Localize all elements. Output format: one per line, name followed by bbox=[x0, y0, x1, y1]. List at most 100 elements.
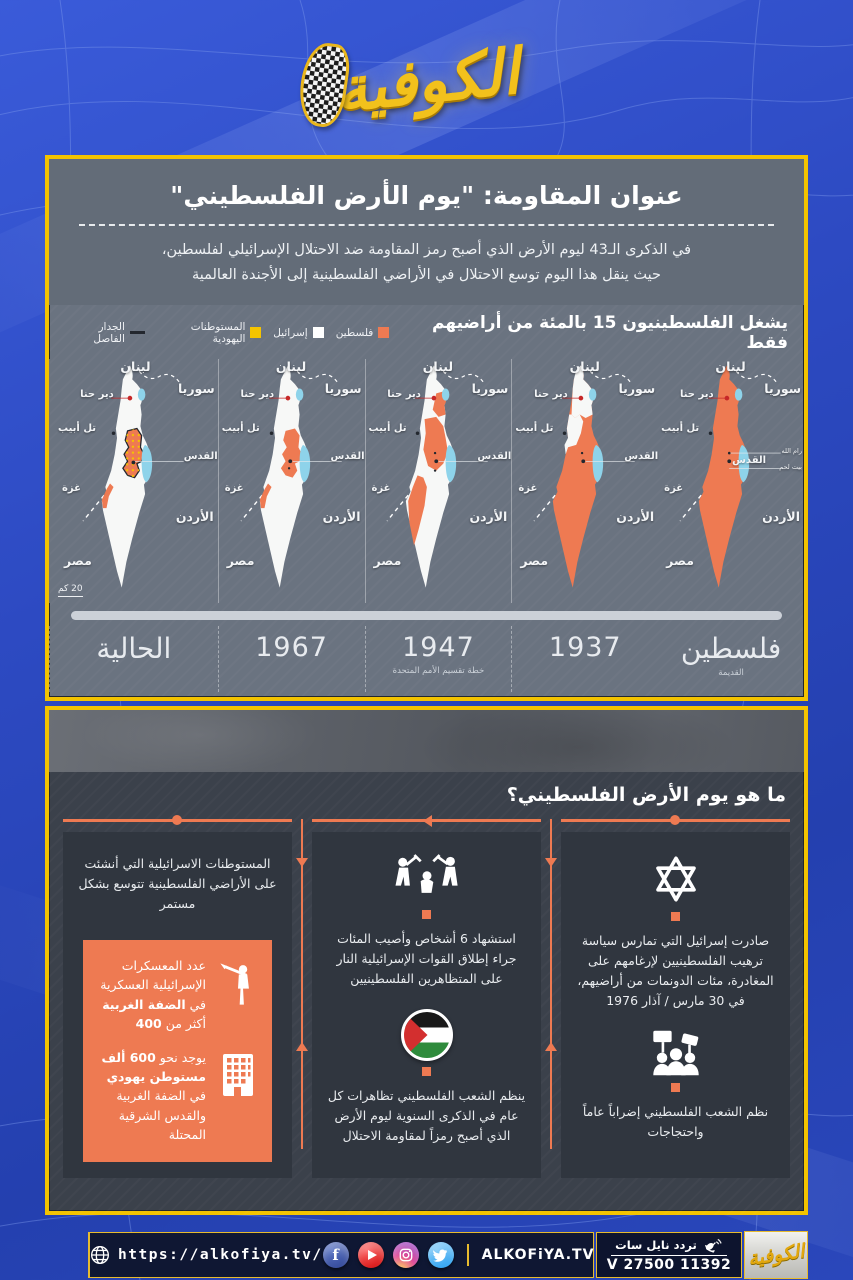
maps-panel: عنوان المقاومة: "يوم الأرض الفلسطيني" في… bbox=[45, 155, 808, 701]
label-gaza: غزة bbox=[224, 482, 244, 494]
beating-scene-icon bbox=[324, 852, 529, 904]
label-deir-hanna: دير حنا bbox=[387, 388, 421, 400]
label-tel-aviv: تل أبيب bbox=[661, 422, 700, 434]
timeline-label-current: الحالية bbox=[48, 625, 218, 692]
settlements-stats-box: عدد المعسكرات الإسرائيلية العسكرية في ال… bbox=[83, 940, 272, 1163]
protest-crowd-icon bbox=[573, 1029, 778, 1077]
martyrs-text: استشهاد 6 أشخاص وأصيب المئات جراء إطلاق … bbox=[336, 931, 517, 986]
nilesat-frequency-box: تردد نايل سات 11392 V 27500 bbox=[596, 1232, 742, 1278]
map-scale-label: 20 كم bbox=[57, 584, 83, 597]
map-current: لبنان سوريا دير حنا تل أبيب القدس غزة ال… bbox=[48, 358, 218, 603]
map-1967: لبنان سوريا دير حنا تل أبيب القدس غزة ال… bbox=[217, 358, 365, 603]
timeline-bar bbox=[71, 610, 782, 620]
strike-text: نظم الشعب الفلسطيني إضراباً عاماً واحتجا… bbox=[582, 1104, 769, 1139]
facebook-icon[interactable]: f bbox=[322, 1242, 349, 1268]
label-egypt: مصر bbox=[226, 552, 255, 568]
label-deir-hanna: دير حنا bbox=[534, 388, 568, 400]
label-syria: سوريا bbox=[764, 380, 801, 396]
annual-demos-text: ينظم الشعب الفلسطيني تظاهرات كل عام في ا… bbox=[327, 1088, 526, 1143]
label-jordan: الأردن bbox=[616, 508, 655, 524]
instagram-icon[interactable] bbox=[392, 1242, 419, 1268]
palestine-swatch bbox=[378, 327, 390, 339]
label-lebanon: لبنان bbox=[275, 358, 307, 374]
label-egypt: مصر bbox=[666, 552, 695, 568]
twitter-icon[interactable] bbox=[427, 1242, 454, 1268]
label-syria: سوريا bbox=[177, 380, 215, 396]
connector-arrow bbox=[423, 815, 432, 827]
timeline-label-1937: 1937 bbox=[511, 625, 658, 692]
satellite-dish-icon bbox=[705, 1238, 722, 1253]
footer-logo: الكوفية bbox=[744, 1231, 808, 1279]
label-jerusalem: القدس bbox=[477, 450, 512, 462]
header: الكوفية bbox=[0, 8, 853, 153]
card-martyrs-demos: استشهاد 6 أشخاص وأصيب المئات جراء إطلاق … bbox=[312, 832, 541, 1179]
label-lebanon: لبنان bbox=[422, 358, 454, 374]
label-ramallah: رام الله bbox=[781, 446, 802, 455]
connector-arrow bbox=[296, 858, 308, 867]
title-section: عنوان المقاومة: "يوم الأرض الفلسطيني" في… bbox=[49, 159, 804, 305]
land-day-content: ما هو يوم الأرض الفلسطيني؟ bbox=[49, 772, 804, 1215]
label-deir-hanna: دير حنا bbox=[80, 388, 114, 400]
connector-dot bbox=[670, 815, 680, 825]
label-tel-aviv: تل أبيب bbox=[221, 422, 260, 434]
page-title: عنوان المقاومة: "يوم الأرض الفلسطيني" bbox=[170, 181, 683, 210]
subtitle-line-1: في الذكرى الـ43 ليوم الأرض الذي أصبح رمز… bbox=[161, 242, 692, 258]
map-1937: لبنان سوريا دير حنا تل أبيب القدس غزة ال… bbox=[511, 358, 658, 603]
website-url[interactable]: https://alkofiya.tv/ bbox=[118, 1247, 323, 1263]
label-tel-aviv: تل أبيب bbox=[57, 422, 96, 434]
label-jordan: الأردن bbox=[322, 508, 361, 524]
alkofiya-logo-text: الكوفية bbox=[331, 34, 522, 127]
orange-bullet bbox=[422, 910, 431, 919]
orange-bullet bbox=[422, 1067, 431, 1076]
label-lebanon: لبنان bbox=[120, 358, 151, 374]
palestine-map-svg bbox=[82, 365, 184, 588]
orange-bullet bbox=[671, 1083, 680, 1092]
brand-name: ALKOFiYA.TV bbox=[481, 1247, 595, 1263]
label-deir-hanna: دير حنا bbox=[679, 388, 714, 400]
label-syria: سوريا bbox=[618, 380, 656, 396]
connector-arrow bbox=[296, 1042, 308, 1051]
military-camps-text: عدد المعسكرات الإسرائيلية العسكرية في ال… bbox=[100, 958, 206, 1032]
connector-arrow bbox=[545, 1042, 557, 1051]
settlements-swatch bbox=[250, 327, 262, 339]
label-jordan: الأردن bbox=[175, 508, 214, 524]
building-icon bbox=[216, 1048, 260, 1098]
timeline-label-old: فلسطين القديمة bbox=[680, 631, 782, 678]
label-jerusalem: القدس bbox=[183, 450, 218, 462]
label-gaza: غزة bbox=[664, 482, 684, 494]
website-link[interactable]: https://alkofiya.tv/ bbox=[89, 1233, 323, 1277]
soldier-rifle-icon bbox=[216, 956, 260, 1010]
globe-icon bbox=[91, 1246, 109, 1264]
label-syria: سوريا bbox=[324, 380, 362, 396]
military-camps-stat: عدد المعسكرات الإسرائيلية العسكرية في ال… bbox=[95, 956, 260, 1034]
connector-line bbox=[549, 819, 552, 1149]
youtube-icon[interactable] bbox=[357, 1242, 384, 1268]
label-tel-aviv: تل أبيب bbox=[368, 422, 407, 434]
photo-strip bbox=[49, 710, 804, 772]
connector-arrow bbox=[545, 858, 557, 867]
nilesat-label: تردد نايل سات bbox=[615, 1238, 697, 1252]
label-jerusalem: القدس bbox=[330, 450, 365, 462]
wall-swatch bbox=[129, 331, 145, 335]
legend-item-palestine: فلسطين bbox=[336, 327, 390, 339]
label-tel-aviv: تل أبيب bbox=[515, 422, 554, 434]
label-egypt: مصر bbox=[373, 552, 402, 568]
subtitle-line-2: حيث ينقل هذا اليوم توسع الاحتلال في الأر… bbox=[191, 267, 662, 284]
cards-wrap: صادرت إسرائيل التي تمارس سياسة ترهيب الف… bbox=[63, 815, 790, 1179]
timeline-label-1967: 1967 bbox=[217, 625, 365, 692]
brand-divider bbox=[466, 1244, 469, 1266]
legend-row: يشغل الفلسطينيون 15 بالمئة من أراضيهم فق… bbox=[49, 305, 804, 355]
label-egypt: مصر bbox=[520, 552, 549, 568]
palestine-map-svg bbox=[240, 365, 342, 588]
card-settlements: المستوطنات الاسرائيلية التي أنشئت على ال… bbox=[63, 832, 292, 1179]
settlers-text: يوجد نحو 600 ألف مستوطن يهودي في الضفة ا… bbox=[101, 1049, 207, 1143]
israel-swatch bbox=[312, 327, 324, 339]
label-gaza: غزة bbox=[518, 482, 538, 494]
footer-logo-text: الكوفية bbox=[746, 1240, 806, 1270]
dashed-divider bbox=[79, 224, 774, 226]
map-palestine-old: لبنان سوريا دير حنا تل أبيب رام الله الق… bbox=[658, 359, 804, 603]
label-jordan: الأردن bbox=[762, 508, 800, 524]
palestine-map-svg bbox=[533, 365, 635, 588]
footer-bar: https://alkofiya.tv/ f ALKOFiYA.TV bbox=[88, 1232, 594, 1278]
label-gaza: غزة bbox=[61, 482, 81, 494]
